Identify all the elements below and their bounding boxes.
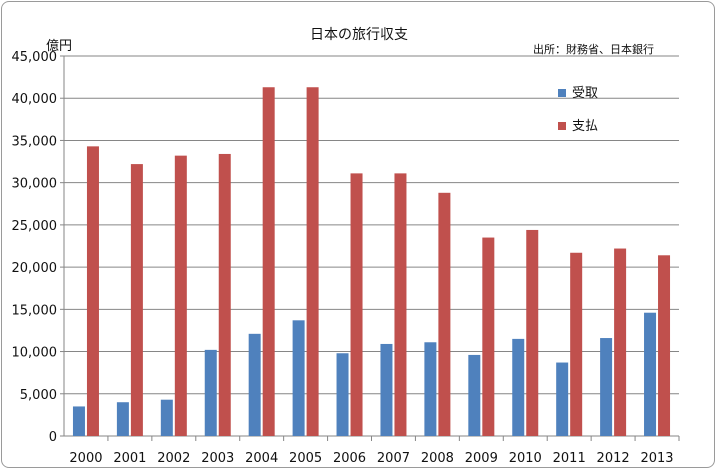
bar-payments-2012 (614, 248, 627, 436)
x-tick-label: 2006 (333, 451, 366, 466)
bar-payments-2005 (306, 87, 319, 436)
x-tick-label: 2009 (465, 451, 498, 466)
bar-receipts-2007 (380, 343, 393, 436)
x-tick-label: 2012 (597, 451, 630, 466)
bar-receipts-2002 (160, 399, 173, 436)
legend-swatch-payments (558, 122, 566, 130)
bar-payments-2007 (394, 173, 407, 436)
bar-payments-2000 (86, 146, 99, 436)
bar-receipts-2003 (204, 349, 217, 436)
bar-payments-2013 (658, 255, 671, 436)
bar-receipts-2013 (644, 312, 657, 436)
y-tick-label: 20,000 (12, 261, 58, 276)
bar-payments-2003 (218, 153, 231, 436)
x-tick-label: 2013 (640, 451, 673, 466)
bar-payments-2011 (570, 252, 583, 436)
bar-receipts-2008 (424, 342, 437, 436)
bar-receipts-2012 (600, 338, 613, 436)
legend-swatch-receipts (558, 89, 566, 97)
legend-label-payments: 支払 (572, 119, 598, 134)
bar-payments-2004 (262, 87, 275, 436)
x-tick-label: 2011 (553, 451, 586, 466)
y-tick-label: 10,000 (12, 346, 58, 361)
x-tick-label: 2007 (377, 451, 410, 466)
x-tick-label: 2005 (289, 451, 322, 466)
bar-payments-2001 (130, 164, 143, 437)
x-tick-label: 2001 (113, 451, 146, 466)
bar-receipts-2005 (292, 320, 305, 436)
x-tick-label: 2010 (509, 451, 542, 466)
y-axis-unit-label: 億円 (46, 39, 73, 54)
bar-receipts-2004 (248, 333, 261, 436)
bar-receipts-2006 (336, 353, 349, 436)
bar-payments-2008 (438, 192, 451, 436)
legend-label-receipts: 受取 (572, 86, 598, 101)
bar-payments-2009 (482, 237, 495, 436)
x-tick-label: 2008 (421, 451, 454, 466)
x-tick-label: 2002 (157, 451, 190, 466)
y-tick-label: 5,000 (20, 388, 57, 403)
bar-payments-2002 (174, 155, 187, 436)
source-note: 出所：財務省、日本銀行 (533, 43, 654, 56)
x-tick-label: 2000 (69, 451, 102, 466)
y-tick-label: 30,000 (12, 177, 58, 192)
bar-receipts-2009 (468, 354, 481, 436)
y-tick-label: 25,000 (12, 219, 58, 234)
y-tick-label: 15,000 (12, 303, 58, 318)
bar-payments-2010 (526, 229, 539, 436)
chart-title: 日本の旅行収支 (310, 27, 408, 43)
bar-receipts-2011 (556, 362, 569, 436)
bar-receipts-2001 (116, 402, 129, 436)
y-tick-label: 40,000 (12, 92, 58, 107)
bar-payments-2006 (350, 173, 363, 436)
y-tick-label: 45,000 (12, 50, 58, 65)
bar-receipts-2000 (72, 406, 85, 436)
bar-receipts-2010 (512, 338, 525, 436)
y-tick-label: 35,000 (12, 134, 58, 149)
y-tick-label: 0 (49, 430, 57, 445)
x-tick-label: 2003 (201, 451, 234, 466)
x-tick-label: 2004 (245, 451, 278, 466)
